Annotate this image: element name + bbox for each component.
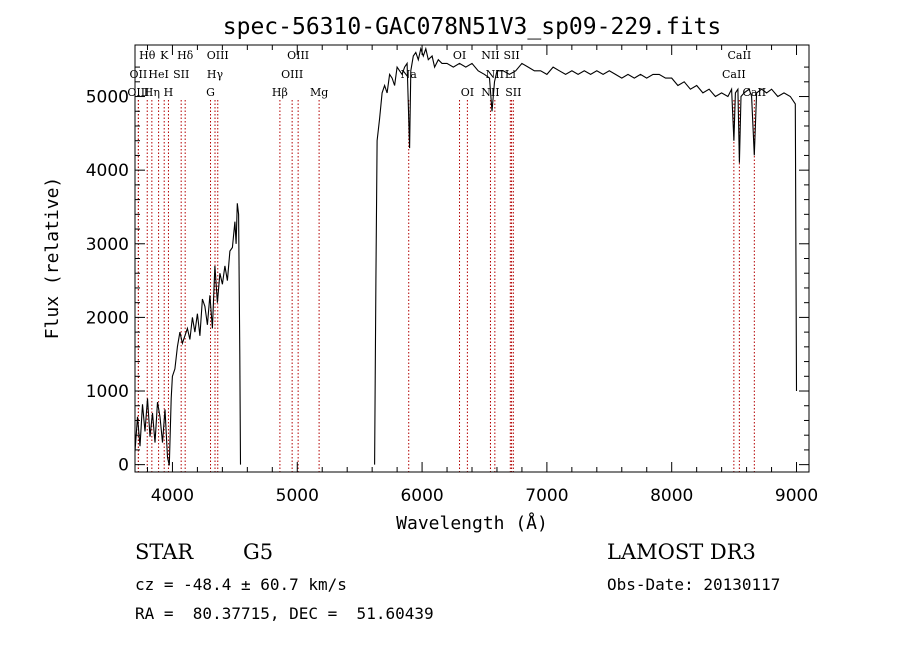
x-tick-label: 8000 bbox=[650, 486, 693, 506]
spectral-line-label: Li bbox=[505, 68, 516, 81]
spectral-line-label: H bbox=[164, 86, 174, 99]
obs-date: Obs-Date: 20130117 bbox=[607, 575, 781, 594]
spectral-line-markers: Hθ OII OIII HeI K Hη Hδ SII H OIII Hγ G OIII OIII Hβ Mg… bbox=[127, 49, 766, 472]
spectral-line-label: Mg bbox=[310, 86, 328, 99]
plot-frame bbox=[134, 44, 810, 473]
spectral-line-label: SII bbox=[173, 68, 189, 81]
x-tick-label: 9000 bbox=[775, 486, 818, 506]
spectral-line-label: Hβ bbox=[272, 86, 288, 99]
spectral-line-label: CaII bbox=[722, 68, 746, 81]
spectral-line-label: CaII bbox=[742, 86, 766, 99]
spectral-line-label: OI bbox=[453, 49, 466, 62]
x-axis-label: Wavelength (Å) bbox=[396, 512, 548, 534]
x-axis-ticks: 4000 5000 6000 7000 8000 9000 bbox=[146, 45, 818, 506]
redshift-cz: cz = -48.4 ± 60.7 km/s bbox=[135, 575, 347, 594]
spectral-line-label: OIII bbox=[127, 86, 149, 99]
x-tick-label: 4000 bbox=[151, 486, 194, 506]
coordinates: RA = 80.37715, DEC = 51.60439 bbox=[135, 604, 434, 623]
spectral-line-label: Na bbox=[401, 68, 418, 81]
spectral-line-label: CaII bbox=[728, 49, 752, 62]
y-tick-label: 1000 bbox=[86, 382, 129, 402]
x-tick-label: 7000 bbox=[525, 486, 568, 506]
spectral-line-label: OII bbox=[130, 68, 148, 81]
spectrum-line bbox=[134, 203, 242, 466]
spectral-line-label: SII bbox=[505, 86, 521, 99]
spectral-line-label: Hθ bbox=[139, 49, 156, 62]
spectral-line-label: Hγ bbox=[207, 68, 224, 81]
object-subclass: G5 bbox=[243, 540, 274, 564]
spectral-line-label: OI bbox=[461, 86, 474, 99]
spectral-line-label: Hη bbox=[144, 86, 160, 99]
spectral-line-label: SII bbox=[503, 49, 519, 62]
spectral-line-label: Hδ bbox=[177, 49, 194, 62]
y-tick-label: 4000 bbox=[86, 161, 129, 181]
spectrum-series bbox=[134, 46, 798, 466]
y-tick-label: 3000 bbox=[86, 235, 129, 255]
y-tick-label: 5000 bbox=[86, 88, 129, 108]
x-tick-label: 6000 bbox=[400, 486, 443, 506]
spectral-line-label: K bbox=[160, 49, 169, 62]
spectrum-line bbox=[374, 46, 798, 465]
spectral-line-label: OIII bbox=[281, 68, 303, 81]
object-class: STAR bbox=[135, 540, 194, 564]
chart-title: spec-56310-GAC078N51V3_sp09-229.fits bbox=[223, 14, 722, 40]
y-tick-label: 2000 bbox=[86, 308, 129, 328]
y-tick-label: 0 bbox=[118, 456, 129, 476]
spectral-line-label: HeI bbox=[148, 68, 168, 81]
spectral-line-label: G bbox=[206, 86, 215, 99]
spectral-line-label: OIII bbox=[207, 49, 229, 62]
y-axis-ticks: 0 1000 2000 3000 4000 5000 bbox=[86, 66, 809, 476]
survey-name: LAMOST DR3 bbox=[607, 540, 756, 564]
y-axis-label: Flux (relative) bbox=[42, 177, 63, 340]
spectral-line-label: OIII bbox=[287, 49, 309, 62]
x-tick-label: 5000 bbox=[276, 486, 319, 506]
spectral-line-label: NII bbox=[481, 49, 499, 62]
